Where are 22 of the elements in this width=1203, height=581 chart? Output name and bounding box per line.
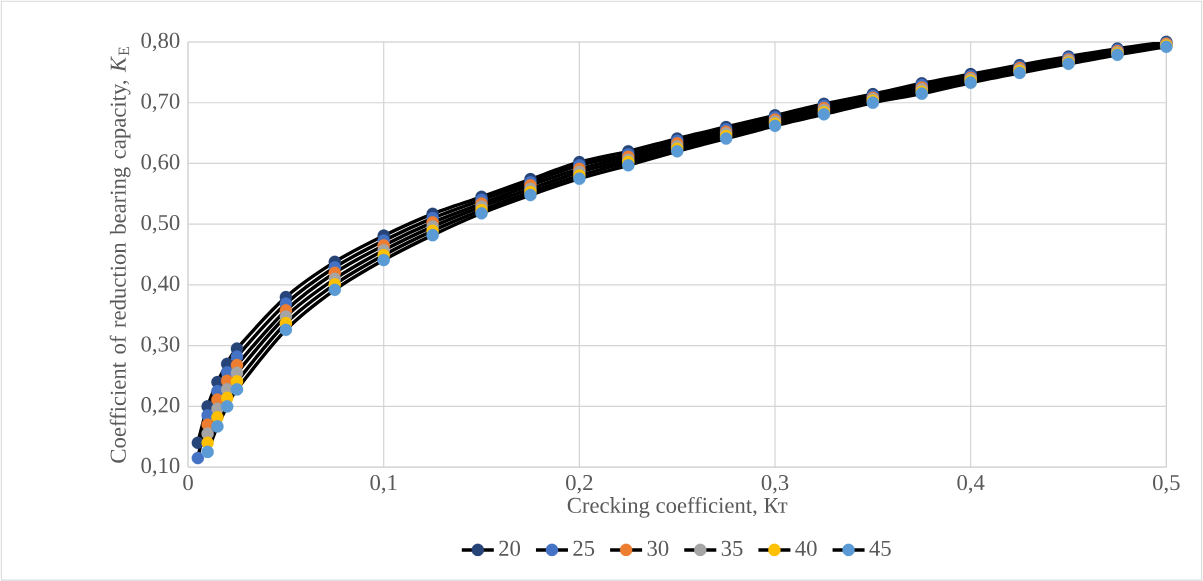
y-axis-title: Coefficient of reduction bearing capacity, K$_{E}$ [109,46,131,463]
x-axis-title: Crecking coefficient, Кт [567,496,788,518]
legend-label: 25 [573,540,595,556]
legend-label: 45 [869,540,891,556]
y-tick-label: 0,70 [141,93,180,112]
y-tick-label: 0,10 [141,457,180,477]
legend-label: 35 [721,540,743,556]
y-tick-label: 0,50 [141,214,180,234]
x-tick-label: 0,2 [566,474,593,494]
legend-label: 30 [647,540,669,556]
y-tick-label: 0,60 [141,153,180,173]
legend-label: 20 [499,540,521,556]
x-tick-label: 0,4 [957,474,985,494]
y-tick-label: 0,20 [141,396,180,416]
y-tick-label: 0,80 [141,32,180,52]
x-tick-label: 0,5 [1153,474,1180,494]
x-tick-label: 0,3 [761,474,789,494]
legend-label: 40 [795,540,817,556]
x-tick-label: 0,1 [370,474,397,494]
x-tick-label: 0 [183,474,193,491]
y-tick-label: 0,40 [141,275,180,294]
y-tick-label: 0,30 [141,336,180,355]
